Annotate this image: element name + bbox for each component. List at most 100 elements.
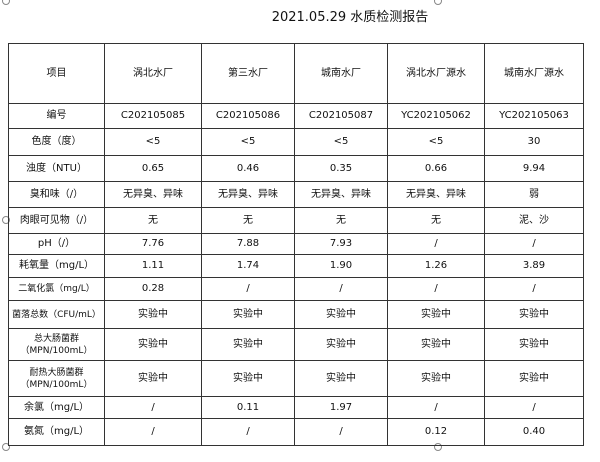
value-cell: 无	[201, 207, 295, 234]
header-cell: 涡北水厂	[104, 43, 202, 104]
table-row: 浊度（NTU） 0.65 0.46 0.35 0.66 9.94	[8, 155, 584, 182]
value-cell: 实验中	[294, 360, 388, 397]
value-cell: 无异臭、异味	[104, 181, 202, 208]
report-title: 2021.05.29 水质检测报告	[271, 10, 429, 25]
item-cell: 氨氮（mg/L）	[8, 418, 105, 446]
value-cell: /	[484, 277, 584, 301]
value-cell: /	[387, 277, 485, 301]
value-cell: 无异臭、异味	[387, 181, 485, 208]
value-cell: YC202105062	[387, 103, 485, 129]
value-cell: 泥、沙	[484, 207, 584, 234]
table-row: 臭和味（/） 无异臭、异味 无异臭、异味 无异臭、异味 无异臭、异味弱	[8, 181, 584, 208]
value-cell: 9.94	[484, 155, 584, 182]
table-row: 总大肠菌群 （MPN/100mL） 实验中 实验中 实验中 实验中 实验中	[8, 328, 584, 361]
value-cell: /	[104, 396, 202, 419]
value-cell: /	[387, 233, 485, 255]
value-cell: /	[294, 418, 388, 446]
value-cell: 无	[294, 207, 388, 234]
value-cell: /	[484, 396, 584, 419]
table-row: 氨氮（mg/L） / //0.12 0.40	[8, 418, 584, 446]
item-cell: 臭和味（/）	[8, 181, 105, 208]
value-cell: 实验中	[484, 300, 584, 329]
value-cell: 0.35	[294, 155, 388, 182]
value-cell: 0.12	[387, 418, 485, 446]
value-cell: /	[484, 233, 584, 255]
value-cell: /	[201, 418, 295, 446]
value-cell: 实验中	[294, 328, 388, 361]
value-cell: 实验中	[387, 328, 485, 361]
table-row: 二氧化氯（mg/L） 0.28// / /	[8, 277, 584, 301]
table-row: 肉眼可见物（/）无无无无泥、沙	[8, 207, 584, 234]
header-cell: 项目	[8, 43, 105, 104]
item-cell: 耐热大肠菌群 （MPN/100mL）	[8, 360, 105, 397]
header-cell: 城南水厂	[294, 43, 388, 104]
value-cell: 0.40	[484, 418, 584, 446]
value-cell: 实验中	[104, 300, 202, 329]
value-cell: C202105086	[201, 103, 295, 129]
header-cell: 城南水厂源水	[484, 43, 584, 104]
table-row: 色度（度） <5 <5 <5 <5 30	[8, 128, 584, 156]
value-cell: 实验中	[201, 328, 295, 361]
value-cell: 1.11	[104, 254, 202, 278]
table-row: 耗氧量（mg/L） 1.11 1.74 1.90 1.26 3.89	[8, 254, 584, 278]
value-cell: 无异臭、异味	[201, 181, 295, 208]
item-cell: 总大肠菌群 （MPN/100mL）	[8, 328, 105, 361]
item-cell: 菌落总数（CFU/mL）	[8, 300, 105, 329]
value-cell: 1.97	[294, 396, 388, 419]
value-cell: 实验中	[104, 360, 202, 397]
value-cell: 0.11	[201, 396, 295, 419]
table-row: 余氯（mg/L）/0.11 1.97//	[8, 396, 584, 419]
table-row: 耐热大肠菌群 （MPN/100mL） 实验中 实验中 实验中 实验中 实验中	[8, 360, 584, 397]
item-cell: 耗氧量（mg/L）	[8, 254, 105, 278]
value-cell: 实验中	[104, 328, 202, 361]
value-cell: C202105087	[294, 103, 388, 129]
item-cell: 编号	[8, 103, 105, 129]
value-cell: /	[104, 418, 202, 446]
resize-handle[interactable]	[2, 0, 10, 5]
value-cell: YC202105063	[484, 103, 584, 129]
value-cell: 1.26	[387, 254, 485, 278]
value-cell: 无	[104, 207, 202, 234]
value-cell: C202105085	[104, 103, 202, 129]
resize-handle[interactable]	[2, 443, 10, 451]
value-cell: 7.93	[294, 233, 388, 255]
value-cell: 无异臭、异味	[294, 181, 388, 208]
value-cell: 实验中	[294, 300, 388, 329]
header-cell: 涡北水厂源水	[387, 43, 485, 104]
table-row: 菌落总数（CFU/mL） 实验中 实验中 实验中 实验中 实验中	[8, 300, 584, 329]
item-cell: 色度（度）	[8, 128, 105, 156]
table-row: pH（/） 7.76 7.88 7.93//	[8, 233, 584, 255]
header-cell: 第三水厂	[201, 43, 295, 104]
value-cell: <5	[104, 128, 202, 156]
value-cell: 7.76	[104, 233, 202, 255]
value-cell: 7.88	[201, 233, 295, 255]
value-cell: 实验中	[201, 360, 295, 397]
value-cell: 弱	[484, 181, 584, 208]
header-row: 项目 涡北水厂 第三水厂 城南水厂 涡北水厂源水 城南水厂源水	[8, 43, 584, 104]
resize-handle[interactable]	[434, 0, 442, 5]
item-cell: 肉眼可见物（/）	[8, 207, 105, 234]
value-cell: 1.74	[201, 254, 295, 278]
value-cell: 无	[387, 207, 485, 234]
item-cell: 浊度（NTU）	[8, 155, 105, 182]
value-cell: 实验中	[387, 360, 485, 397]
value-cell: 30	[484, 128, 584, 156]
value-cell: 实验中	[484, 328, 584, 361]
value-cell: 实验中	[387, 300, 485, 329]
value-cell: 0.65	[104, 155, 202, 182]
value-cell: /	[201, 277, 295, 301]
value-cell: 1.90	[294, 254, 388, 278]
table-row: 编号 C202105085 C202105086 C202105087 YC202105…	[8, 103, 584, 129]
value-cell: /	[294, 277, 388, 301]
value-cell: 实验中	[484, 360, 584, 397]
water-quality-table: 项目 涡北水厂 第三水厂 城南水厂 涡北水厂源水 城南水厂源水 编号 C20210…	[8, 43, 584, 446]
value-cell: 0.46	[201, 155, 295, 182]
value-cell: <5	[201, 128, 295, 156]
value-cell: 实验中	[201, 300, 295, 329]
value-cell: /	[387, 396, 485, 419]
value-cell: <5	[294, 128, 388, 156]
item-cell: 二氧化氯（mg/L）	[8, 277, 105, 301]
item-cell: 余氯（mg/L）	[8, 396, 105, 419]
item-cell: pH（/）	[8, 233, 105, 255]
value-cell: <5	[387, 128, 485, 156]
